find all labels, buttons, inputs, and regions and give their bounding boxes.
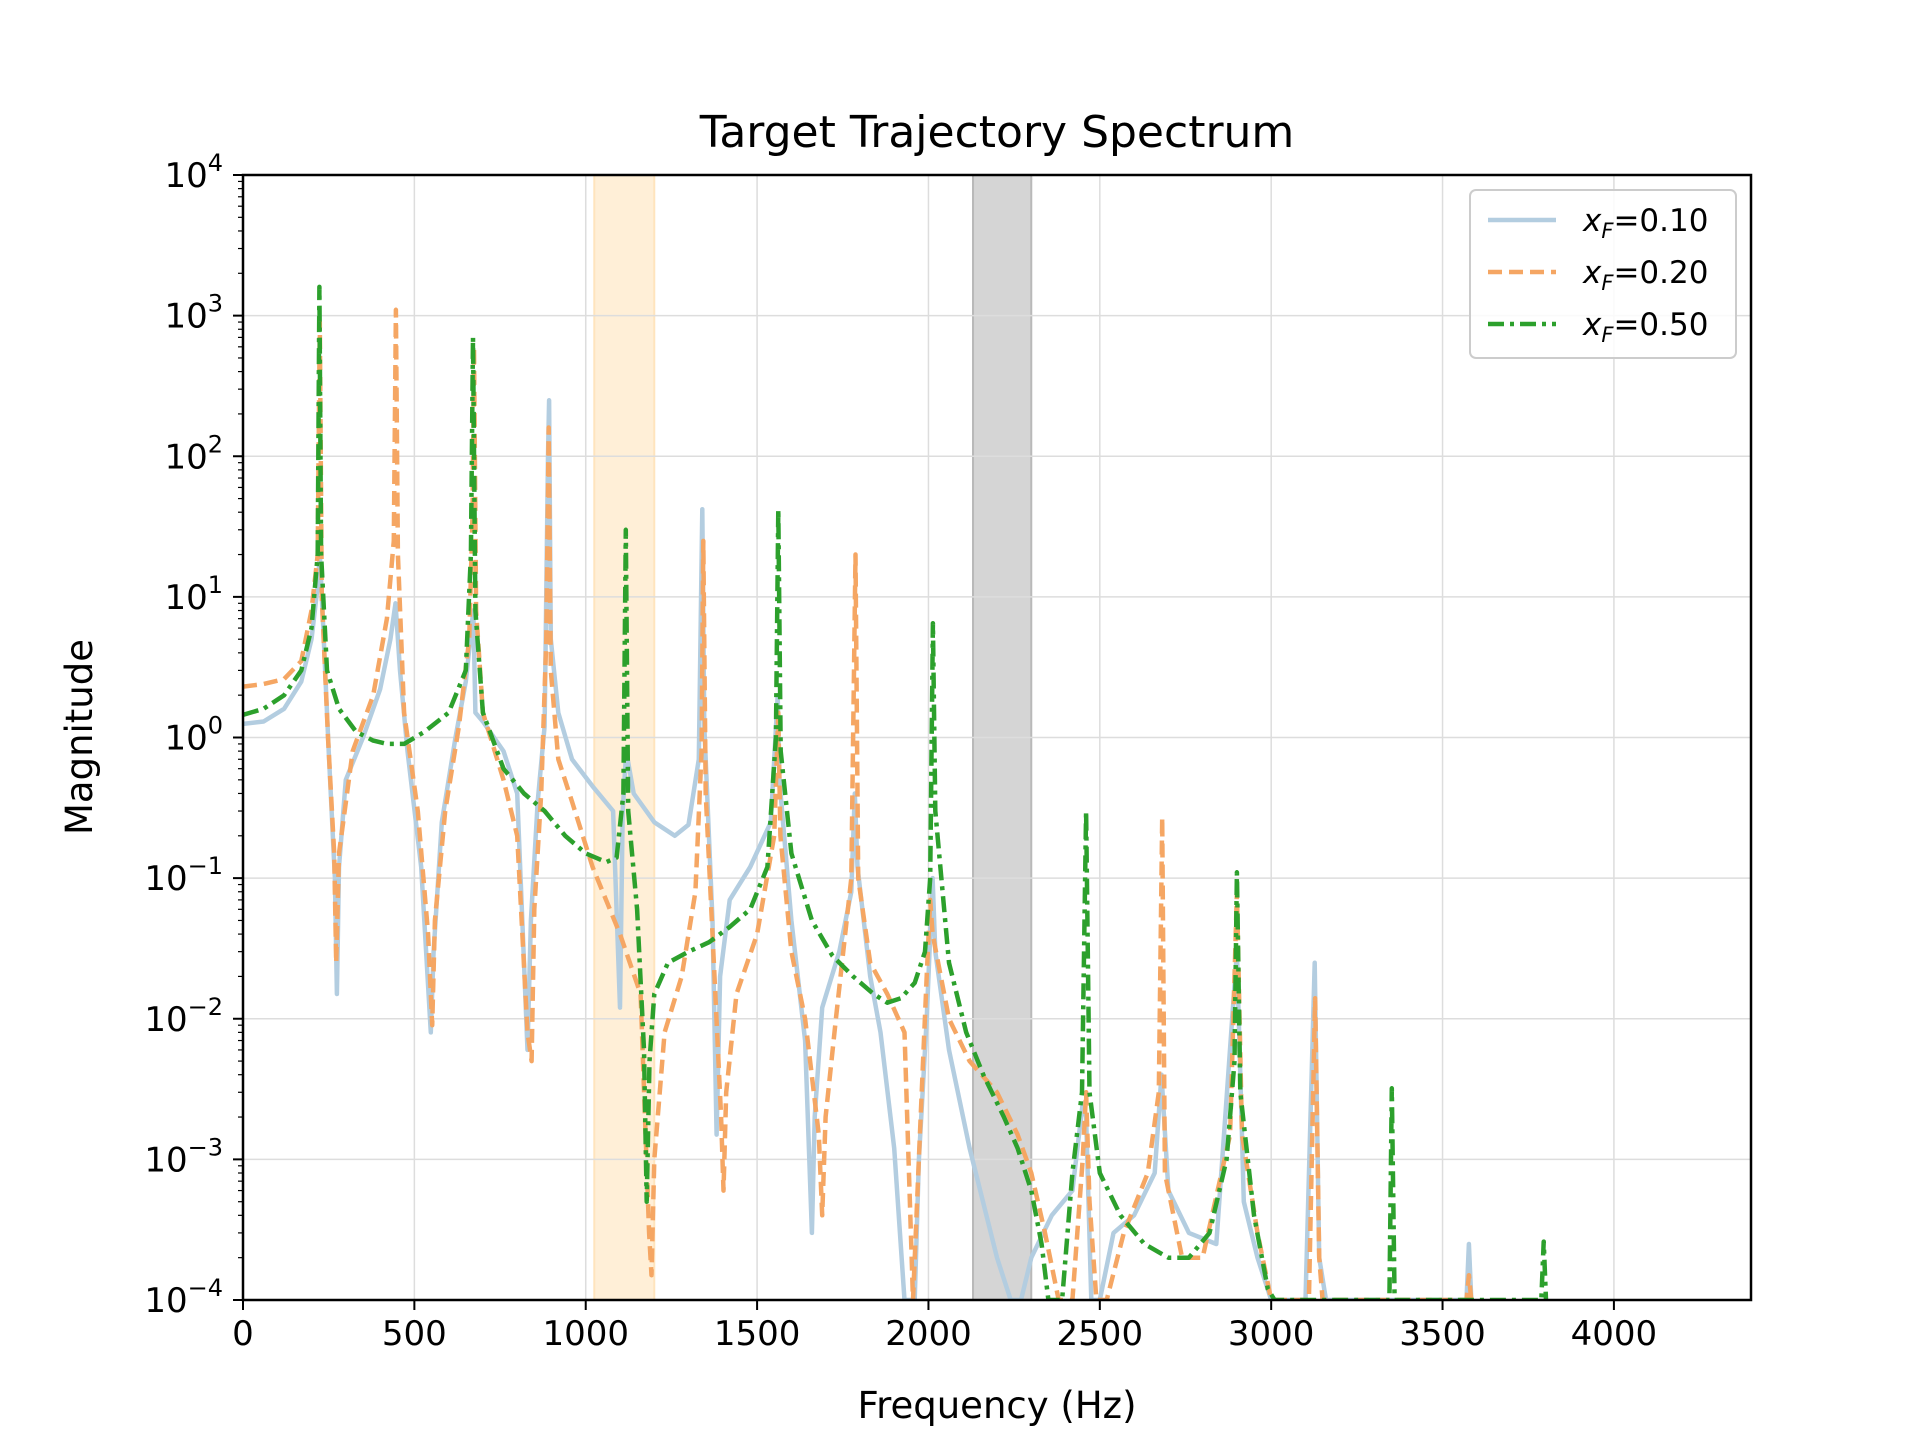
y-tick-label: 101 xyxy=(164,571,223,618)
y-tick-label: 10−1 xyxy=(144,852,223,899)
y-axis: 104 103 102 101 100 10−1 10−2 10−3 10−4 xyxy=(144,149,243,1321)
x-tick-label: 2000 xyxy=(885,1314,972,1354)
legend: xF=0.10 xF=0.20 xF=0.50 xyxy=(1469,189,1737,359)
series-line-3 xyxy=(243,284,1549,1300)
y-tick-label: 10−3 xyxy=(144,1133,223,1180)
x-axis: 0 500 1000 1500 2000 2500 3000 3500 4000 xyxy=(232,1300,1657,1354)
x-tick-label: 1000 xyxy=(542,1314,629,1354)
x-tick-label: 3500 xyxy=(1399,1314,1486,1354)
legend-label-2: xF=0.20 xyxy=(1582,255,1708,295)
y-tick-label: 10−2 xyxy=(144,993,223,1040)
legend-box xyxy=(1469,189,1737,359)
series-line-2 xyxy=(243,307,1474,1300)
x-tick-label: 0 xyxy=(232,1314,254,1354)
series-group xyxy=(243,284,1549,1300)
legend-label-1: xF=0.10 xyxy=(1582,203,1708,243)
x-tick-label: 3000 xyxy=(1228,1314,1315,1354)
y-tick-label: 104 xyxy=(164,149,223,196)
chart-title: Target Trajectory Spectrum xyxy=(699,107,1295,158)
x-tick-label: 500 xyxy=(382,1314,447,1354)
y-tick-label: 103 xyxy=(164,290,223,337)
y-tick-label: 10−4 xyxy=(144,1274,223,1321)
y-axis-label: Magnitude xyxy=(58,639,101,835)
x-tick-label: 4000 xyxy=(1571,1314,1658,1354)
x-tick-label: 2500 xyxy=(1057,1314,1144,1354)
x-axis-label: Frequency (Hz) xyxy=(857,1384,1136,1427)
legend-label-3: xF=0.50 xyxy=(1582,307,1708,347)
y-tick-label: 102 xyxy=(164,430,223,477)
x-tick-label: 1500 xyxy=(714,1314,801,1354)
y-tick-label: 100 xyxy=(164,712,223,759)
